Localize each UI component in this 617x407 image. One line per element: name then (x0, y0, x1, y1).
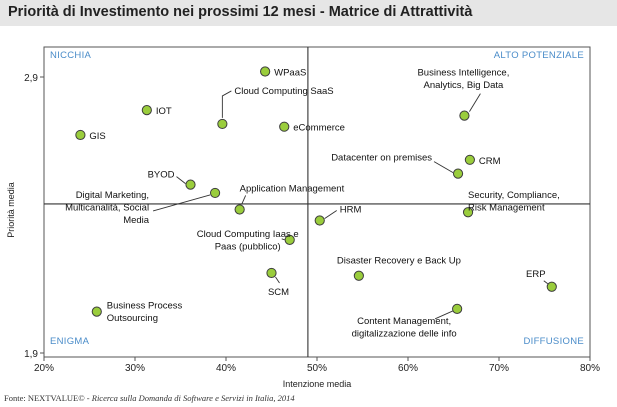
point-label-cloud-computing-saas: Cloud Computing SaaS (234, 86, 333, 97)
source-brand: Fonte: NEXTVALUE© (4, 393, 85, 403)
data-point-gis (75, 129, 86, 141)
data-point-cloud-computing-saas (217, 118, 228, 130)
point-label-hrm: HRM (340, 205, 362, 216)
header-bar (0, 0, 617, 26)
data-point-iot (141, 105, 152, 116)
x-tick-label: 40% (216, 363, 236, 374)
y-tick-label: 1,9 (24, 349, 38, 360)
data-point-byod (185, 179, 196, 190)
data-point-ecommerce (279, 121, 290, 132)
x-tick-label: 30% (125, 363, 145, 374)
data-point-business-intelligence-analytics-big-data (459, 110, 470, 121)
data-point-hrm (314, 215, 325, 226)
point-label-crm: CRM (479, 156, 501, 167)
data-point-content-management-digitalizzazione-delle-info (452, 303, 463, 314)
quadrant-label-bottom-right: DIFFUSIONE (523, 336, 584, 347)
point-label-scm: SCM (268, 287, 289, 298)
x-tick-label: 20% (34, 363, 54, 374)
x-tick-label: 60% (398, 363, 418, 374)
source-text: - Ricerca sulla Domanda di Software e Se… (84, 393, 295, 403)
data-point-application-management (234, 204, 245, 215)
point-label-disaster-recovery-e-back-up: Disaster Recovery e Back Up (337, 256, 461, 267)
point-label-datacenter-on-premises: Datacenter on premises (331, 153, 432, 164)
leader-line-cloud-computing-iaas-e-paas-pubblico (281, 238, 285, 241)
data-point-scm (266, 267, 277, 279)
data-point-business-process-outsourcing (91, 306, 102, 317)
point-label-digital-marketing-multicanalit-social-media: Digital Marketing, Multicanalità, Social M… (65, 190, 150, 226)
x-axis-label: Intenzione media (283, 379, 352, 389)
chart-title: Priorità di Investimento nei prossimi 12… (8, 4, 473, 20)
data-point-security-compliance-risk-management (462, 207, 474, 218)
quadrant-label-bottom-left: ENIGMA (50, 336, 90, 347)
quadrant-label-top-right: ALTO POTENZIALE (494, 50, 584, 61)
point-label-cloud-computing-iaas-e-paas-pubblico: Cloud Computing Iaas e Paas (pubblico) (197, 229, 299, 253)
x-tick-label: 50% (307, 363, 327, 374)
data-point-crm (464, 154, 475, 165)
data-point-digital-marketing-multicanalit-social-media (209, 187, 221, 199)
leader-line-hrm (324, 210, 337, 219)
point-label-business-process-outsourcing: Business Process Outsourcing (107, 301, 183, 325)
leader-line-content-management-digitalizzazione-delle-info (434, 310, 454, 320)
y-tick-label: 2,9 (24, 73, 38, 84)
point-label-content-management-digitalizzazione-delle-info: Content Management, digitalizzazione dell… (352, 316, 457, 340)
data-point-erp (546, 281, 557, 292)
data-point-disaster-recovery-e-back-up (353, 270, 364, 281)
x-tick-label: 70% (489, 363, 509, 374)
y-axis-label: Priorità media (6, 182, 16, 238)
leader-line-cloud-computing-saas (221, 90, 232, 118)
leader-line-datacenter-on-premises (433, 161, 454, 173)
x-tick-label: 80% (580, 363, 600, 374)
leader-line-byod (176, 176, 186, 184)
data-point-cloud-computing-iaas-e-paas-pubblico (284, 234, 295, 245)
point-label-ecommerce: eCommerce (293, 123, 345, 134)
point-label-wpaas: WPaaS (274, 67, 306, 78)
point-label-erp: ERP (526, 269, 546, 280)
leader-line-business-intelligence-analytics-big-data (469, 93, 481, 112)
quadrant-label-top-left: NICCHIA (50, 50, 92, 61)
point-label-security-compliance-risk-management: Security, Compliance, Risk Management (468, 190, 560, 214)
data-point-wpaas (260, 66, 271, 77)
source-note: Fonte: NEXTVALUE© - Ricerca sulla Domand… (4, 393, 295, 403)
point-label-byod: BYOD (148, 170, 175, 181)
point-label-business-intelligence-analytics-big-data: Business Intelligence, Analytics, Big Dat… (417, 68, 509, 92)
leader-line-erp (543, 280, 549, 285)
point-label-gis: GIS (89, 131, 105, 142)
plot-area-border (43, 46, 591, 358)
leader-line-scm (275, 276, 280, 284)
point-label-application-management: Application Management (240, 183, 345, 194)
leader-line-digital-marketing-multicanalit-social-media (152, 194, 211, 212)
point-label-iot: IOT (156, 106, 172, 117)
leader-line-application-management (241, 195, 247, 205)
data-point-datacenter-on-premises (452, 168, 464, 179)
